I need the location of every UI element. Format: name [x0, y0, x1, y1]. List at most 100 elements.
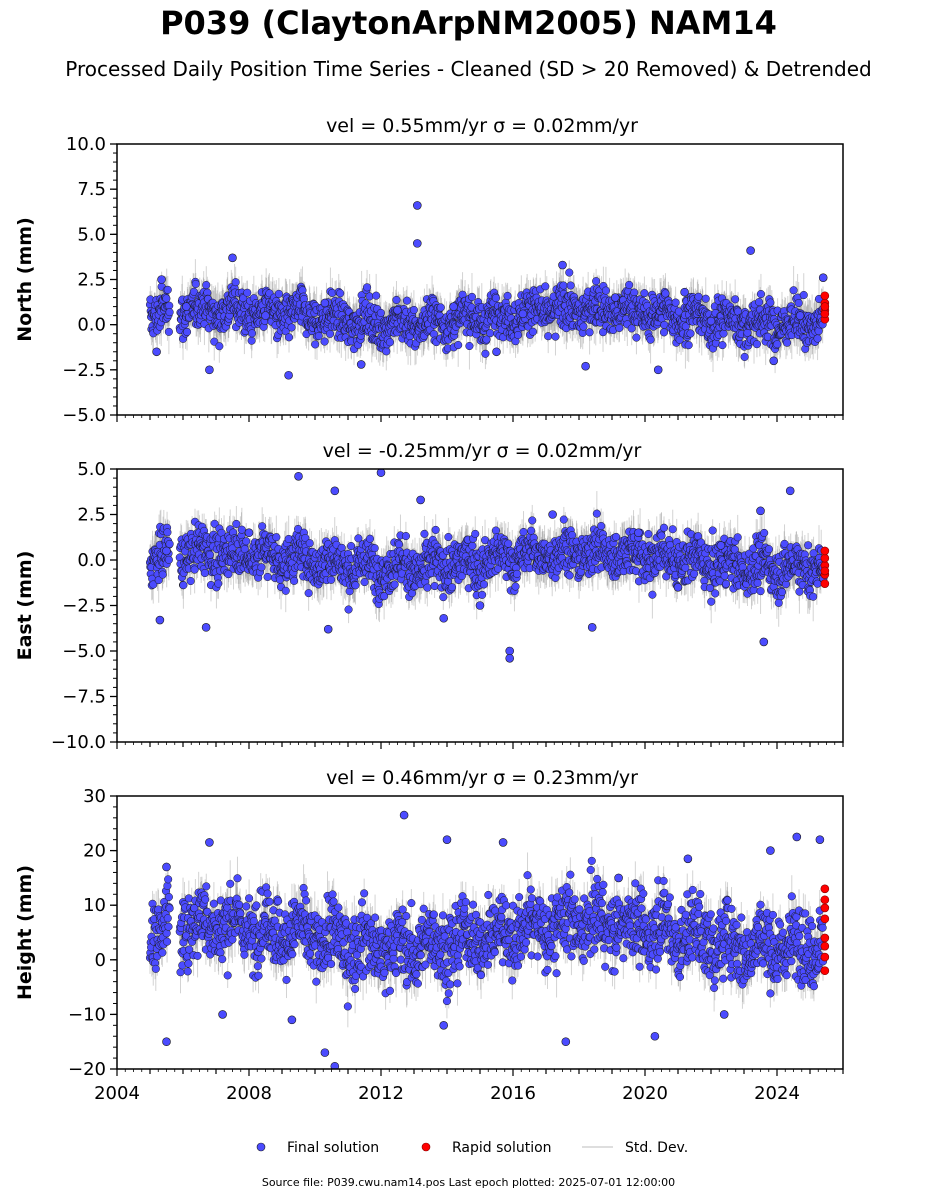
y-tick-label: 5.0 — [77, 224, 106, 245]
final-solution-point — [164, 327, 173, 336]
final-solution-point — [795, 311, 805, 320]
final-solution-point — [503, 291, 512, 300]
final-solution-point — [581, 361, 590, 371]
final-solution-point — [210, 337, 219, 346]
final-solution-point — [627, 324, 636, 333]
chart-title: P039 (ClaytonArpNM2005) NAM14 — [160, 4, 777, 42]
final-solution-point — [718, 341, 727, 350]
final-solution-point — [325, 329, 335, 338]
final-solution-point — [465, 341, 474, 351]
final-solution-point — [799, 290, 808, 300]
final-solution-point — [363, 283, 372, 292]
final-solution-point — [152, 347, 161, 357]
final-solution-point — [243, 288, 252, 297]
final-solution-point — [661, 289, 670, 298]
final-solution-point — [518, 309, 528, 319]
final-solution-point — [412, 239, 422, 248]
final-solution-point — [191, 279, 200, 289]
chart-subtitle: Processed Daily Position Time Series - C… — [65, 57, 872, 81]
final-solution-point — [601, 286, 610, 295]
final-solution-point — [632, 333, 641, 342]
final-solution-point — [551, 332, 560, 341]
final-solution-point — [783, 338, 792, 347]
y-tick-label: 2.5 — [77, 270, 106, 291]
final-solution-point — [162, 294, 171, 303]
final-solution-point — [165, 308, 174, 317]
final-solution-point — [261, 311, 270, 320]
final-solution-point — [202, 280, 211, 290]
final-solution-point — [686, 329, 695, 338]
final-solution-point — [314, 331, 323, 341]
final-solution-point — [773, 340, 782, 349]
final-solution-point — [482, 335, 491, 344]
final-solution-point — [814, 327, 823, 336]
final-solution-point — [320, 298, 330, 308]
final-solution-point — [467, 292, 477, 301]
final-solution-point — [205, 365, 214, 375]
final-solution-point — [311, 340, 320, 349]
panel-title: vel = 0.55mm/yr σ = 0.02mm/yr — [326, 115, 638, 137]
final-solution-point — [356, 360, 366, 369]
rapid-solution-point — [820, 291, 830, 301]
final-solution-point — [336, 289, 345, 298]
final-solution-point — [794, 298, 803, 308]
final-solution-point — [756, 289, 765, 299]
final-solution-point — [402, 296, 412, 305]
final-solution-point — [528, 327, 538, 336]
final-solution-point — [412, 201, 422, 210]
final-solution-point — [372, 291, 381, 300]
y-tick-label: −2.5 — [62, 360, 106, 381]
final-solution-point — [640, 289, 649, 298]
final-solution-point — [746, 246, 755, 255]
final-solution-point — [157, 275, 166, 284]
y-tick-label: −5.0 — [62, 405, 106, 426]
final-solution-point — [585, 328, 594, 337]
axes-frame — [116, 143, 844, 416]
rapid-solution-point — [820, 302, 830, 311]
rapid-solution-point — [820, 309, 830, 319]
final-solution-point — [565, 268, 574, 277]
plot-area — [145, 201, 830, 380]
plot-area — [145, 469, 830, 663]
final-solution-point — [393, 305, 402, 315]
final-solution-point — [492, 347, 501, 357]
final-solution-point — [247, 336, 256, 345]
final-solution-point — [454, 340, 463, 350]
final-solution-point — [789, 286, 798, 295]
final-solution-point — [755, 298, 764, 307]
final-solution-point — [385, 338, 394, 347]
final-solution-point — [215, 342, 224, 351]
final-solution-point — [659, 328, 669, 337]
final-solution-point — [514, 330, 523, 340]
final-solution-point — [769, 356, 779, 366]
final-solution-point — [436, 303, 445, 312]
y-tick-label: 10.0 — [66, 134, 106, 155]
final-solution-point — [766, 298, 775, 307]
final-solution-point — [752, 340, 761, 349]
final-solution-point — [671, 298, 680, 307]
final-solution-point — [544, 332, 553, 341]
final-solution-point — [382, 347, 391, 356]
final-solution-point — [615, 323, 624, 333]
final-solution-point — [674, 307, 683, 316]
final-solution-point — [701, 294, 710, 303]
y-tick-label: 7.5 — [77, 179, 106, 200]
final-solution-point — [228, 253, 237, 263]
final-solution-point — [610, 293, 620, 302]
y-tick-label: 0.0 — [77, 315, 106, 336]
final-solution-point — [579, 322, 588, 331]
final-solution-point — [818, 273, 828, 282]
final-solution-point — [182, 327, 192, 336]
final-solution-point — [684, 341, 693, 350]
final-solution-point — [694, 292, 703, 301]
final-solution-point — [182, 302, 191, 311]
final-solution-point — [392, 295, 401, 305]
final-solution-point — [320, 337, 329, 346]
final-solution-point — [566, 281, 575, 290]
final-solution-point — [559, 281, 568, 290]
final-solution-point — [449, 302, 458, 311]
final-solution-point — [491, 294, 500, 303]
final-solution-point — [284, 370, 293, 380]
